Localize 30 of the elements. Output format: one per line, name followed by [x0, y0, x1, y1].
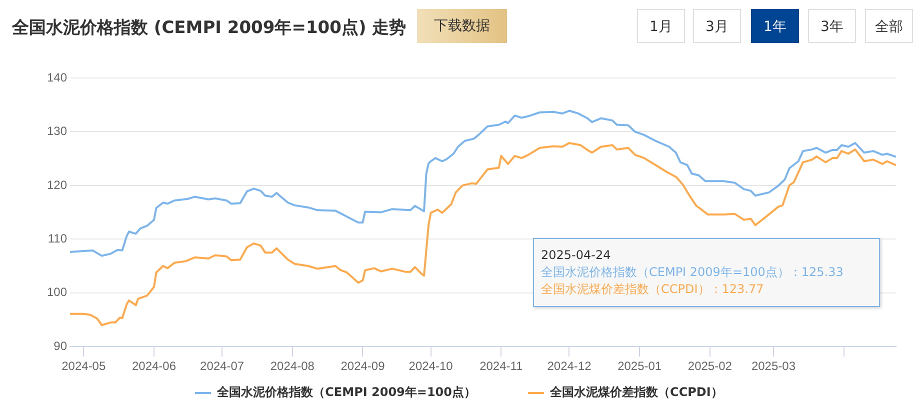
text: 1月	[650, 19, 672, 35]
tooltip-box: 2025-04-24 全国水泥价格指数（CEMPI 2009年=100点）：125.33 全国水泥煤价差指数（CCPDI）：123.77	[533, 238, 880, 307]
text: 3月	[706, 19, 728, 35]
x-tick-label: 2024-05	[62, 359, 106, 374]
text: 3年	[820, 19, 844, 35]
x-tick-label: 2024-09	[340, 359, 386, 374]
x-tick-label: 2024-06	[132, 359, 176, 374]
x-tick-label: 2025-02	[688, 359, 732, 374]
text: 下载数据	[434, 18, 490, 34]
y-tick-label: 130	[46, 124, 68, 138]
legend-label: 全国水泥煤价差指数（CCPDI）	[550, 385, 723, 399]
y-tick-label: 100	[46, 285, 68, 300]
x-tick-label: 2025-01	[618, 359, 662, 374]
x-tick-label: 2024-10	[408, 359, 454, 374]
text: 1年	[764, 19, 786, 35]
annotation: 全国水泥煤价差指数（CCPDI）：123.77	[541, 281, 765, 298]
x-tick-label: 2024-12	[547, 359, 592, 374]
x-tick-label: 2025-03	[751, 359, 796, 374]
chart-title: 全国水泥价格指数 (CEMPI 2009年=100点) 走势	[12, 17, 406, 39]
text: 全部	[875, 19, 903, 35]
x-tick-label: 2024-08	[270, 359, 315, 374]
y-tick-label: 110	[48, 231, 68, 246]
y-tick-label: 120	[46, 178, 68, 192]
x-tick-label: 2024-11	[480, 359, 524, 374]
x-tick-label: 2024-07	[200, 359, 244, 374]
annotation: 全国水泥价格指数（CEMPI 2009年=100点）：125.33	[541, 264, 844, 281]
legend-label: 全国水泥价格指数（CEMPI 2009年=100点）	[217, 385, 476, 399]
y-tick-label: 140	[46, 70, 68, 84]
annotation: 2025-04-24	[541, 247, 612, 264]
y-tick-label: 90	[54, 338, 68, 353]
